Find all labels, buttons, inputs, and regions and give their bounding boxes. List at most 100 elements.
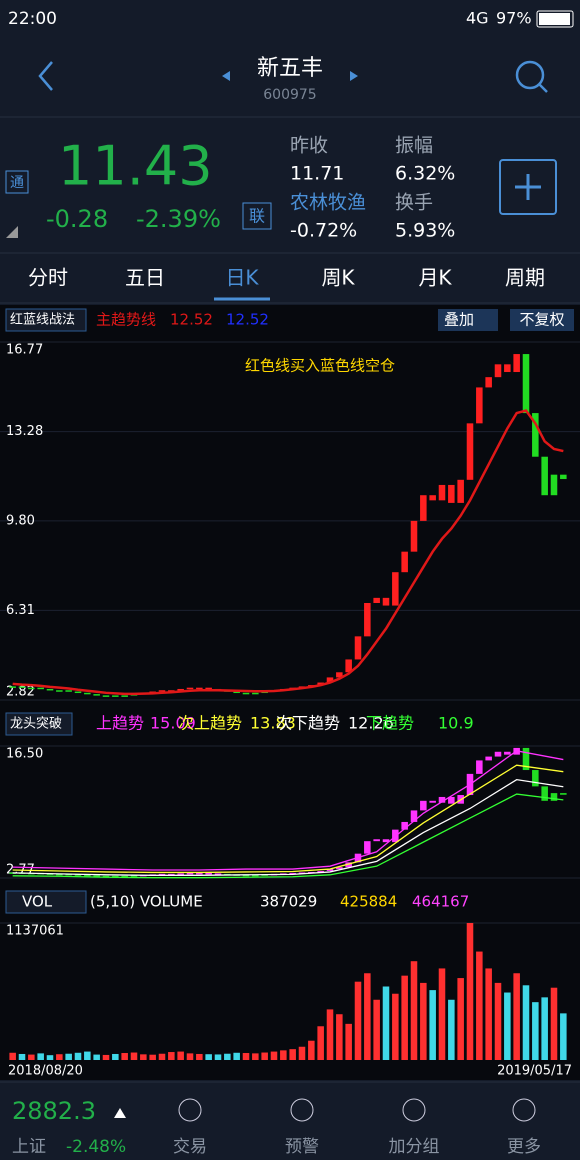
candle <box>205 687 212 690</box>
volume-bar <box>270 1051 278 1060</box>
candle <box>84 692 91 695</box>
volume-bar <box>308 1040 315 1060</box>
adjust-label: 不复权 <box>519 311 564 329</box>
badge-right[interactable]: 联 <box>249 207 265 226</box>
volume-bar <box>205 1054 212 1060</box>
candle <box>364 841 371 854</box>
candle <box>84 874 91 877</box>
volume-bar <box>214 1054 222 1060</box>
tab[interactable]: 月K <box>418 266 452 290</box>
volume-bar <box>224 1053 231 1060</box>
volume-bar <box>541 997 548 1060</box>
candle <box>438 484 446 501</box>
y-tick-label: 6.31 <box>6 603 35 618</box>
legend-value: 15.09 <box>150 714 196 733</box>
candle <box>345 659 352 673</box>
trend-line <box>12 764 564 874</box>
badge-box <box>242 202 272 230</box>
nav-icon <box>402 1098 426 1122</box>
legend-name: 上趋势 <box>96 714 144 733</box>
stock-code: 600975 <box>263 87 316 103</box>
nav-icon <box>290 1098 314 1122</box>
battery-level <box>539 13 570 25</box>
candle <box>93 694 100 696</box>
back-button[interactable] <box>38 61 53 91</box>
badge-box <box>5 170 29 194</box>
tab[interactable]: 日K <box>225 266 259 290</box>
volume-bar <box>336 1014 343 1060</box>
stat-label: 昨收 <box>290 135 328 157</box>
nav-item[interactable]: 预警 <box>285 1137 319 1157</box>
volume-bar <box>37 1053 44 1060</box>
stat-value: 6.32% <box>395 163 455 185</box>
candle <box>326 677 334 683</box>
nav-icon <box>512 1098 536 1122</box>
nav-item[interactable]: 更多 <box>507 1137 541 1157</box>
candle <box>233 691 240 694</box>
candle <box>326 869 334 871</box>
adjust-button[interactable] <box>510 309 574 331</box>
volume-bar <box>326 1009 334 1060</box>
candle <box>522 354 530 414</box>
volume-bar <box>345 1023 352 1060</box>
candle <box>541 456 548 496</box>
candle <box>214 873 222 875</box>
volume-bar <box>476 951 483 1060</box>
candle <box>158 873 166 876</box>
vol-value: 387029 <box>260 893 317 911</box>
status-time: 22:00 <box>8 9 57 29</box>
tab[interactable]: 分时 <box>28 266 68 290</box>
candle <box>476 760 483 774</box>
candle <box>494 364 502 378</box>
index-value: 2882.3 <box>12 1097 96 1125</box>
volume-bar <box>532 1002 539 1060</box>
volume-bar <box>18 1053 26 1060</box>
volume-bar <box>84 1051 91 1060</box>
candle <box>242 692 250 695</box>
indicator-select[interactable] <box>5 890 87 914</box>
indicator-select[interactable] <box>5 712 73 736</box>
candle <box>345 862 352 868</box>
candle <box>130 875 138 877</box>
overlay-button[interactable] <box>438 309 498 331</box>
candle <box>121 695 128 697</box>
volume-bar <box>382 986 390 1060</box>
candle <box>168 690 175 692</box>
candle <box>466 423 474 480</box>
tab[interactable]: 周期 <box>505 266 545 290</box>
volume-bar <box>130 1052 138 1060</box>
candle <box>196 872 203 875</box>
candle <box>177 873 184 875</box>
search-button[interactable] <box>515 60 548 93</box>
start-date: 2018/08/20 <box>8 1064 83 1079</box>
tab[interactable]: 周K <box>321 266 355 290</box>
candle <box>74 691 82 694</box>
badge-left[interactable]: 通 <box>10 175 24 191</box>
y-tick-label: 16.50 <box>6 747 43 762</box>
indicator-select[interactable] <box>5 308 87 332</box>
candle <box>532 770 539 787</box>
candle <box>429 800 436 803</box>
y-tick-label: 9.80 <box>6 513 35 528</box>
candle <box>373 839 380 842</box>
y-tick-label: 13.28 <box>6 424 43 439</box>
volume-bar <box>522 985 530 1060</box>
volume-bar <box>74 1052 82 1060</box>
volume-bar <box>28 1054 35 1060</box>
add-button[interactable] <box>499 159 557 215</box>
volume-bar <box>56 1054 63 1060</box>
candle <box>532 413 539 457</box>
candle <box>420 800 427 811</box>
nav-item[interactable]: 加分组 <box>389 1137 440 1157</box>
trend-line <box>12 750 564 871</box>
status-network: 4G <box>466 9 489 28</box>
legend-value: 10.9 <box>438 714 474 733</box>
volume-bar <box>438 968 446 1060</box>
stat-value: -0.72% <box>290 220 357 242</box>
vol-params: (5,10) VOLUME <box>90 893 203 911</box>
nav-item[interactable]: 交易 <box>173 1137 207 1157</box>
sector-label[interactable]: 农林牧渔 <box>290 192 366 214</box>
tab[interactable]: 五日 <box>125 266 165 290</box>
volume-bar <box>317 1026 324 1060</box>
candle <box>112 695 119 697</box>
